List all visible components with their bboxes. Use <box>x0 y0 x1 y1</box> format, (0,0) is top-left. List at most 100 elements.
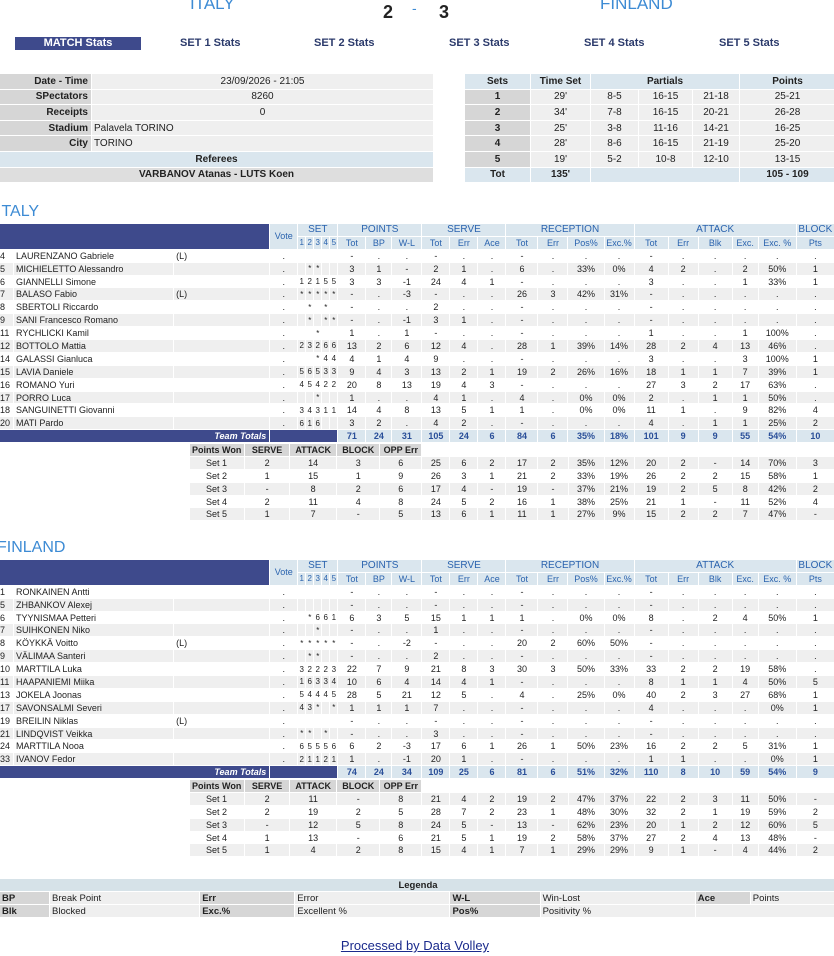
stat-cell: . <box>490 250 494 261</box>
column-header-cell: Tot <box>634 236 668 249</box>
stat-cell: . <box>538 701 568 714</box>
stat-cell: - <box>506 417 538 430</box>
stat-cell: 0% <box>758 753 796 766</box>
stat-cell: * <box>322 314 330 327</box>
set-cell: 6 <box>380 482 422 495</box>
points-won-header-cell: BLOCK <box>337 780 380 792</box>
stat-cell: 0% <box>604 391 634 404</box>
vote-header: Vote <box>270 560 298 585</box>
stat-cell: . <box>698 727 732 740</box>
stat-cell: . <box>681 328 685 339</box>
set-cell: 4 <box>796 495 834 508</box>
stat-cell: 1 <box>796 262 834 275</box>
set-cell: 38% <box>568 495 604 508</box>
stat-cell: . <box>604 650 634 663</box>
stat-cell: 1 <box>732 391 758 404</box>
set-cell: 48% <box>568 805 604 818</box>
stat-cell: 4 <box>376 405 382 416</box>
set-cell: 27 <box>634 831 668 844</box>
header-away-sets: 3 <box>439 2 450 22</box>
player-name: TYYNISMAA Petteri <box>16 612 97 623</box>
team-name: FINLAND <box>0 539 66 556</box>
libero <box>174 598 270 611</box>
tab[interactable]: SET 4 Stats <box>584 37 645 49</box>
tab[interactable]: SET 5 Stats <box>719 37 780 49</box>
stat-cell <box>306 250 313 262</box>
set-cell: 2 <box>538 469 568 482</box>
stat-cell: * <box>316 638 320 648</box>
stat-cell: 8 <box>376 379 382 390</box>
stat-cell: * <box>332 638 336 648</box>
stat-cell: . <box>617 586 621 597</box>
stat-cell: -1 <box>392 753 422 766</box>
set-row: Set 5 1 4 2 8 15 4 1 7 1 29% 29% 9 1-4 44% 2 <box>190 844 834 857</box>
totals-row: Team Totals 71 24 31 105 24 6 84 6 35% 18% 101 9 9 55 5… <box>0 430 834 443</box>
stat-cell: . <box>462 302 466 313</box>
player-number: 16 <box>0 379 11 390</box>
stat-cell: . <box>270 701 298 714</box>
stat-cell: 5 <box>307 380 312 390</box>
stat-cell: 6 <box>331 741 337 751</box>
stat-cell: . <box>713 328 717 339</box>
stat-cell: . <box>698 598 732 611</box>
column-header-cell: Err <box>538 572 568 585</box>
stat-cell: 14 <box>422 676 450 688</box>
stat-cell: 1 <box>366 701 392 714</box>
set-label: Set 1 <box>190 792 245 805</box>
set-cell: 12% <box>604 456 634 469</box>
stat-cell <box>298 391 306 404</box>
stat-cell: . <box>270 676 298 688</box>
stat-cell: 3 <box>331 664 337 674</box>
column-header-cell: W-L <box>392 572 422 585</box>
stat-cell: . <box>775 250 779 261</box>
stat-cell: - <box>506 676 538 688</box>
stat-cell: 4 <box>422 417 450 430</box>
totals-cell: 8 <box>668 766 698 779</box>
stat-cell: - <box>392 262 422 275</box>
tab[interactable]: SET 2 Stats <box>314 37 375 49</box>
stat-cell: . <box>713 638 717 649</box>
tab[interactable]: SET 3 Stats <box>449 37 510 49</box>
stat-cell: 6 <box>392 340 422 352</box>
set-cell: - <box>698 495 732 508</box>
stat-cell: 9 <box>742 405 748 416</box>
stat-cell: 10 <box>338 676 366 688</box>
set-cell: 2 <box>337 844 380 857</box>
stat-cell: 3 <box>349 276 355 287</box>
stat-cell: . <box>551 276 555 287</box>
points-won-header-cell: OPP Err <box>380 780 422 792</box>
info-row: Referees <box>0 151 433 167</box>
group-header-cell: RECEPTION <box>506 560 634 572</box>
column-header-cell: Err <box>538 236 568 249</box>
set-row: Set 1 2 11-8 21 4 2 19 2 47% 37% 22 2 3 11 50% - <box>190 792 834 805</box>
stat-cell: . <box>366 391 392 404</box>
player-row: 8 SBERTOLI Riccardo. * * -.. 2.. -... -..... <box>0 301 834 313</box>
libero <box>174 353 269 365</box>
stat-cell: 60% <box>576 638 595 649</box>
set-cell: 2 <box>245 456 290 469</box>
stat-cell: 3 <box>648 276 654 287</box>
stat-cell: 1 <box>366 262 392 275</box>
set-cell: 21 <box>634 495 668 508</box>
stat-cell: 1 <box>796 753 834 766</box>
footer-link[interactable]: Processed by Data Volley <box>340 938 490 953</box>
tab[interactable]: MATCH Stats <box>15 37 141 50</box>
libero <box>174 301 269 313</box>
sets-row: 3 25' 3-8 11-16 14-21 16-25 <box>465 120 834 136</box>
stat-cell: * <box>306 650 314 663</box>
stat-cell: . <box>551 250 555 261</box>
stat-cell <box>330 262 338 275</box>
column-header-cell: 1 <box>298 572 306 585</box>
stat-cell: 4 <box>298 701 306 714</box>
set-cell: 24 <box>422 495 450 508</box>
set-cell: 2 <box>245 495 290 508</box>
stat-cell: . <box>282 328 286 339</box>
stat-cell: 1 <box>538 340 568 352</box>
player-number: 7 <box>0 624 13 637</box>
info-row: Stadium Palavela TORINO <box>0 120 433 136</box>
stat-cell: . <box>814 664 817 675</box>
tab[interactable]: SET 1 Stats <box>180 37 241 49</box>
stat-cell: . <box>270 598 298 611</box>
set-cell: 2 <box>698 469 732 482</box>
